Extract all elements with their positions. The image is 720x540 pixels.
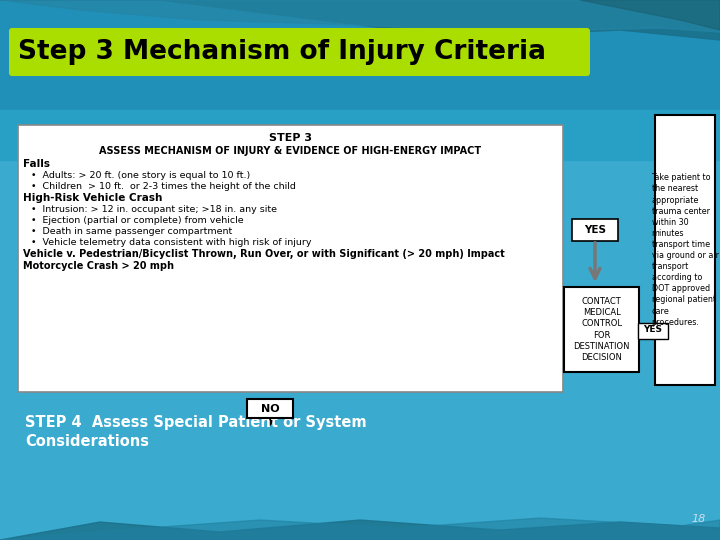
Text: NO: NO xyxy=(261,403,279,414)
FancyBboxPatch shape xyxy=(9,28,590,76)
FancyBboxPatch shape xyxy=(564,287,639,372)
Polygon shape xyxy=(0,0,720,40)
Text: STEP 3: STEP 3 xyxy=(269,133,312,143)
Bar xyxy=(0,0,720,110)
FancyBboxPatch shape xyxy=(247,399,293,418)
Polygon shape xyxy=(0,518,720,540)
Text: High-Risk Vehicle Crash: High-Risk Vehicle Crash xyxy=(23,193,163,203)
Text: Falls: Falls xyxy=(23,159,50,169)
Text: Motorcycle Crash > 20 mph: Motorcycle Crash > 20 mph xyxy=(23,261,174,271)
Text: •  Ejection (partial or complete) from vehicle: • Ejection (partial or complete) from ve… xyxy=(31,216,243,225)
Text: YES: YES xyxy=(644,325,662,334)
Text: Step 3 Mechanism of Injury Criteria: Step 3 Mechanism of Injury Criteria xyxy=(18,39,546,65)
Text: ASSESS MECHANISM OF INJURY & EVIDENCE OF HIGH-ENERGY IMPACT: ASSESS MECHANISM OF INJURY & EVIDENCE OF… xyxy=(99,146,482,156)
Bar xyxy=(0,110,720,160)
FancyBboxPatch shape xyxy=(655,115,715,385)
Text: Vehicle v. Pedestrian/Bicyclist Thrown, Run Over, or with Significant (> 20 mph): Vehicle v. Pedestrian/Bicyclist Thrown, … xyxy=(23,249,505,259)
FancyBboxPatch shape xyxy=(638,322,668,339)
Text: STEP 4  Assess Special Patient or System
Considerations: STEP 4 Assess Special Patient or System … xyxy=(25,415,366,449)
Text: Take patient to
the nearest
appropriate
trauma center
within 30
minutes
transpor: Take patient to the nearest appropriate … xyxy=(652,173,719,327)
Polygon shape xyxy=(0,520,720,540)
Text: CONTACT
MEDICAL
CONTROL
FOR
DESTINATION
DECISION: CONTACT MEDICAL CONTROL FOR DESTINATION … xyxy=(573,297,630,362)
Text: •  Intrusion: > 12 in. occupant site; >18 in. any site: • Intrusion: > 12 in. occupant site; >18… xyxy=(31,205,277,214)
Text: •  Children  > 10 ft.  or 2-3 times the height of the child: • Children > 10 ft. or 2-3 times the hei… xyxy=(31,182,296,191)
Polygon shape xyxy=(0,0,720,32)
FancyBboxPatch shape xyxy=(572,219,618,241)
Text: •  Vehicle telemetry data consistent with high risk of injury: • Vehicle telemetry data consistent with… xyxy=(31,238,312,247)
Text: YES: YES xyxy=(584,225,606,235)
Polygon shape xyxy=(580,0,720,30)
Text: 18: 18 xyxy=(692,514,706,524)
Text: •  Death in same passenger compartment: • Death in same passenger compartment xyxy=(31,227,233,236)
FancyBboxPatch shape xyxy=(18,125,563,392)
Text: •  Adults: > 20 ft. (one story is equal to 10 ft.): • Adults: > 20 ft. (one story is equal t… xyxy=(31,171,251,180)
